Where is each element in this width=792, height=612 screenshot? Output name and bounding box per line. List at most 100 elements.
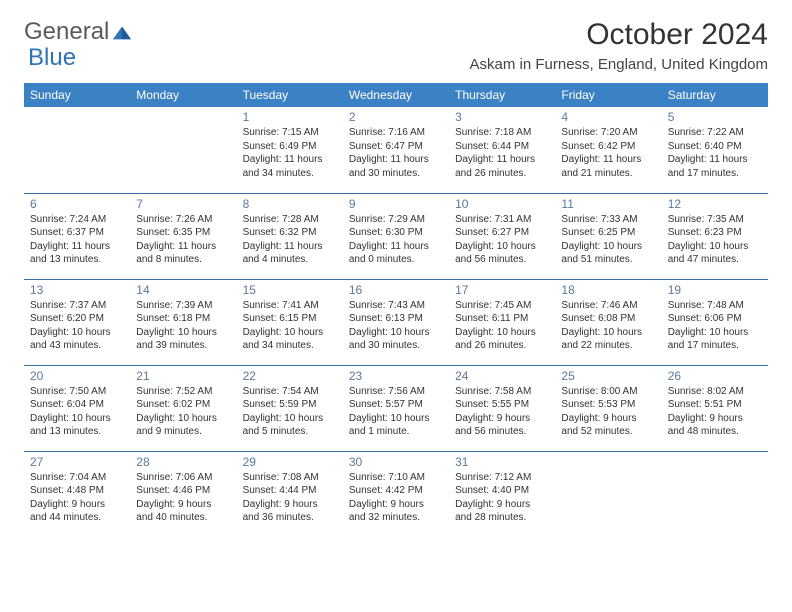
sunset-text: Sunset: 6:37 PM: [30, 226, 124, 240]
calendar-day-cell: 2 Sunrise: 7:16 AMSunset: 6:47 PMDaylight…: [343, 107, 449, 193]
day-number: 2: [349, 110, 443, 124]
daylight-text: Daylight: 10 hours and 13 minutes.: [30, 412, 124, 439]
brand-triangle-icon: [111, 21, 133, 43]
day-header: Saturday: [662, 83, 768, 107]
calendar-empty-cell: [130, 107, 236, 193]
daylight-text: Daylight: 10 hours and 1 minute.: [349, 412, 443, 439]
day-header: Monday: [130, 83, 236, 107]
sunrise-text: Sunrise: 7:12 AM: [455, 471, 549, 485]
day-number: 26: [668, 369, 762, 383]
sunrise-text: Sunrise: 7:39 AM: [136, 299, 230, 313]
daylight-text: Daylight: 10 hours and 17 minutes.: [668, 326, 762, 353]
sunset-text: Sunset: 6:06 PM: [668, 312, 762, 326]
sunset-text: Sunset: 4:46 PM: [136, 484, 230, 498]
daylight-text: Daylight: 10 hours and 26 minutes.: [455, 326, 549, 353]
day-number: 18: [561, 283, 655, 297]
calendar-day-cell: 23Sunrise: 7:56 AMSunset: 5:57 PMDayligh…: [343, 365, 449, 451]
sunset-text: Sunset: 5:57 PM: [349, 398, 443, 412]
calendar-day-cell: 12Sunrise: 7:35 AMSunset: 6:23 PMDayligh…: [662, 193, 768, 279]
daylight-text: Daylight: 9 hours and 40 minutes.: [136, 498, 230, 525]
day-number: 15: [243, 283, 337, 297]
calendar-day-cell: 29Sunrise: 7:08 AMSunset: 4:44 PMDayligh…: [237, 451, 343, 537]
daylight-text: Daylight: 11 hours and 8 minutes.: [136, 240, 230, 267]
day-number: 19: [668, 283, 762, 297]
sunset-text: Sunset: 6:15 PM: [243, 312, 337, 326]
day-number: 9: [349, 197, 443, 211]
day-number: 3: [455, 110, 549, 124]
calendar-day-cell: 8Sunrise: 7:28 AMSunset: 6:32 PMDaylight…: [237, 193, 343, 279]
location-text: Askam in Furness, England, United Kingdo…: [470, 56, 768, 73]
daylight-text: Daylight: 9 hours and 44 minutes.: [30, 498, 124, 525]
sunrise-text: Sunrise: 8:02 AM: [668, 385, 762, 399]
sunset-text: Sunset: 6:49 PM: [243, 140, 337, 154]
day-number: 23: [349, 369, 443, 383]
day-number: 29: [243, 455, 337, 469]
sunrise-text: Sunrise: 7:45 AM: [455, 299, 549, 313]
calendar-day-cell: 27 Sunrise: 7:04 AMSunset: 4:48 PMDayligh…: [24, 451, 130, 537]
day-header: Sunday: [24, 83, 130, 107]
daylight-text: Daylight: 10 hours and 34 minutes.: [243, 326, 337, 353]
daylight-text: Daylight: 11 hours and 17 minutes.: [668, 153, 762, 180]
calendar-week-row: 20Sunrise: 7:50 AMSunset: 6:04 PMDayligh…: [24, 365, 768, 451]
calendar-day-cell: 21Sunrise: 7:52 AMSunset: 6:02 PMDayligh…: [130, 365, 236, 451]
sunset-text: Sunset: 4:48 PM: [30, 484, 124, 498]
day-header: Thursday: [449, 83, 555, 107]
sunset-text: Sunset: 6:35 PM: [136, 226, 230, 240]
calendar-day-cell: 9Sunrise: 7:29 AMSunset: 6:30 PMDaylight…: [343, 193, 449, 279]
calendar-day-cell: 11Sunrise: 7:33 AMSunset: 6:25 PMDayligh…: [555, 193, 661, 279]
day-number: 5: [668, 110, 762, 124]
calendar-day-cell: 26Sunrise: 8:02 AMSunset: 5:51 PMDayligh…: [662, 365, 768, 451]
calendar-header-row: SundayMondayTuesdayWednesdayThursdayFrid…: [24, 83, 768, 107]
calendar-day-cell: 18Sunrise: 7:46 AMSunset: 6:08 PMDayligh…: [555, 279, 661, 365]
sunrise-text: Sunrise: 7:16 AM: [349, 126, 443, 140]
sunset-text: Sunset: 6:04 PM: [30, 398, 124, 412]
calendar-day-cell: 15Sunrise: 7:41 AMSunset: 6:15 PMDayligh…: [237, 279, 343, 365]
calendar-day-cell: 24Sunrise: 7:58 AMSunset: 5:55 PMDayligh…: [449, 365, 555, 451]
daylight-text: Daylight: 10 hours and 51 minutes.: [561, 240, 655, 267]
day-number: 24: [455, 369, 549, 383]
sunset-text: Sunset: 6:20 PM: [30, 312, 124, 326]
daylight-text: Daylight: 10 hours and 56 minutes.: [455, 240, 549, 267]
sunrise-text: Sunrise: 7:48 AM: [668, 299, 762, 313]
calendar-day-cell: 3Sunrise: 7:18 AMSunset: 6:44 PMDaylight…: [449, 107, 555, 193]
sunset-text: Sunset: 5:55 PM: [455, 398, 549, 412]
daylight-text: Daylight: 11 hours and 13 minutes.: [30, 240, 124, 267]
sunset-text: Sunset: 6:47 PM: [349, 140, 443, 154]
calendar-day-cell: 4Sunrise: 7:20 AMSunset: 6:42 PMDaylight…: [555, 107, 661, 193]
calendar-week-row: 13Sunrise: 7:37 AMSunset: 6:20 PMDayligh…: [24, 279, 768, 365]
sunrise-text: Sunrise: 7:18 AM: [455, 126, 549, 140]
calendar-day-cell: 7Sunrise: 7:26 AMSunset: 6:35 PMDaylight…: [130, 193, 236, 279]
sunset-text: Sunset: 6:44 PM: [455, 140, 549, 154]
daylight-text: Daylight: 9 hours and 52 minutes.: [561, 412, 655, 439]
day-number: 12: [668, 197, 762, 211]
daylight-text: Daylight: 11 hours and 21 minutes.: [561, 153, 655, 180]
sunrise-text: Sunrise: 7:37 AM: [30, 299, 124, 313]
sunrise-text: Sunrise: 8:00 AM: [561, 385, 655, 399]
month-title: October 2024: [470, 18, 768, 52]
sunrise-text: Sunrise: 7:33 AM: [561, 213, 655, 227]
calendar-day-cell: 1Sunrise: 7:15 AMSunset: 6:49 PMDaylight…: [237, 107, 343, 193]
day-header: Tuesday: [237, 83, 343, 107]
day-number: 27: [30, 455, 124, 469]
daylight-text: Daylight: 10 hours and 30 minutes.: [349, 326, 443, 353]
sunrise-text: Sunrise: 7:04 AM: [30, 471, 124, 485]
sunset-text: Sunset: 6:42 PM: [561, 140, 655, 154]
sunset-text: Sunset: 4:40 PM: [455, 484, 549, 498]
daylight-text: Daylight: 11 hours and 34 minutes.: [243, 153, 337, 180]
sunrise-text: Sunrise: 7:15 AM: [243, 126, 337, 140]
daylight-text: Daylight: 9 hours and 36 minutes.: [243, 498, 337, 525]
sunset-text: Sunset: 6:11 PM: [455, 312, 549, 326]
calendar-day-cell: 22Sunrise: 7:54 AMSunset: 5:59 PMDayligh…: [237, 365, 343, 451]
calendar-week-row: 1Sunrise: 7:15 AMSunset: 6:49 PMDaylight…: [24, 107, 768, 193]
sunset-text: Sunset: 6:30 PM: [349, 226, 443, 240]
daylight-text: Daylight: 10 hours and 47 minutes.: [668, 240, 762, 267]
daylight-text: Daylight: 11 hours and 30 minutes.: [349, 153, 443, 180]
day-number: 28: [136, 455, 230, 469]
sunset-text: Sunset: 6:25 PM: [561, 226, 655, 240]
calendar-empty-cell: [555, 451, 661, 537]
title-block: October 2024 Askam in Furness, England, …: [470, 18, 768, 73]
daylight-text: Daylight: 10 hours and 9 minutes.: [136, 412, 230, 439]
day-number: 21: [136, 369, 230, 383]
day-number: 20: [30, 369, 124, 383]
sunrise-text: Sunrise: 7:31 AM: [455, 213, 549, 227]
